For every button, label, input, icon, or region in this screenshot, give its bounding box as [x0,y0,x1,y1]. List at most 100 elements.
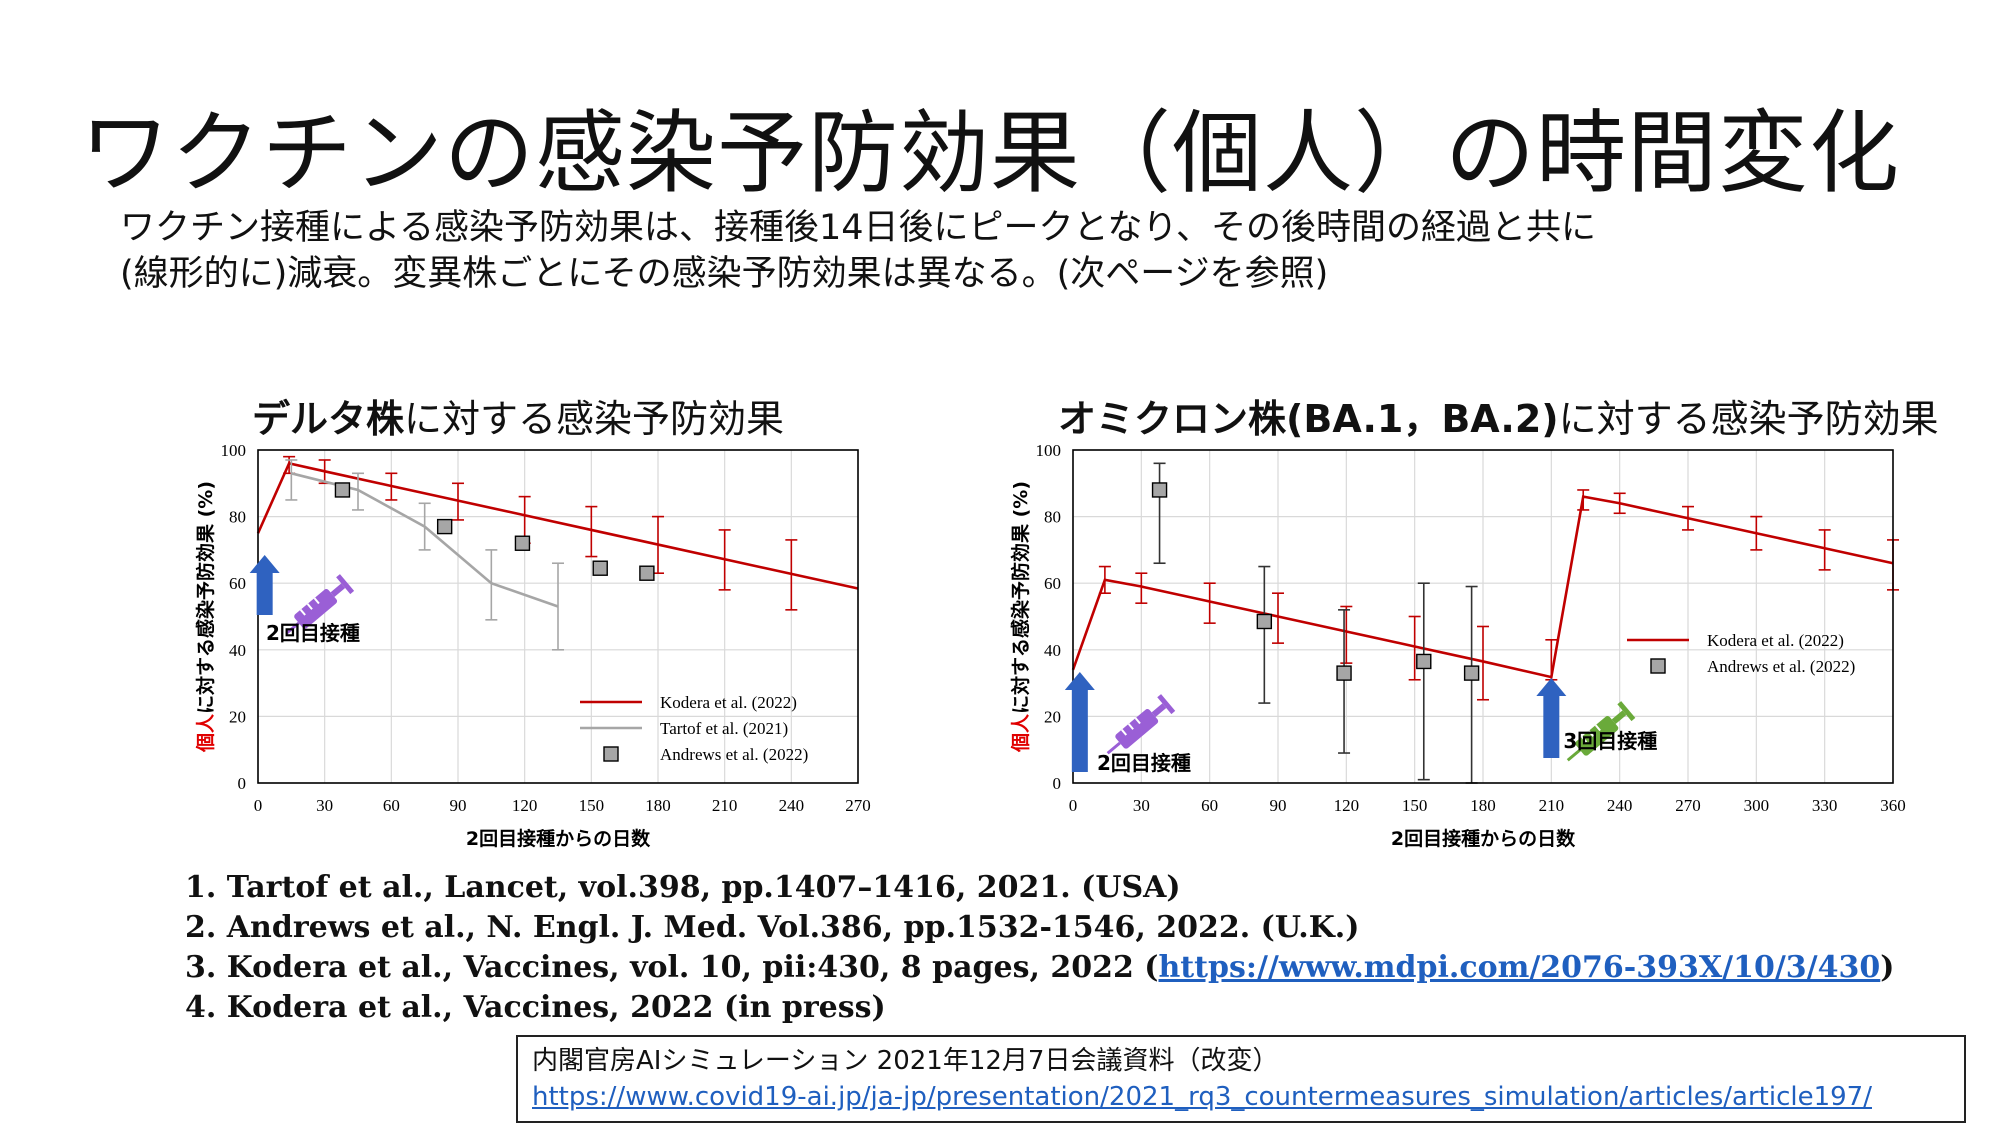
syringe-barrel [1115,709,1159,749]
x-tick-label: 30 [316,796,333,815]
vaccination-arrow-2nd-dose [1064,672,1095,772]
legend-item: Kodera et al. (2022) [1627,631,1844,650]
legend-swatch-marker [1650,658,1666,674]
reference-3-link[interactable]: https://www.mdpi.com/2076-393X/10/3/430 [1158,950,1881,985]
syringe-icon [1106,694,1176,755]
syringe-needle [1566,748,1581,762]
intro-line-1: ワクチン接種による感染予防効果は、接種後14日後にピークとなり、その後時間の経過… [120,208,1597,248]
slide-title: ワクチンの感染予防効果（個人）の時間変化 [80,101,1900,206]
x-tick-label: 60 [1201,796,1218,815]
y-tick-label: 100 [1036,441,1062,460]
y-tick-label: 20 [1044,707,1061,726]
x-tick-label: 180 [645,796,671,815]
legend-label: Tartof et al. (2021) [660,719,788,738]
reference-item-1: 1. Tartof et al., Lancet, vol.398, pp.14… [185,870,1181,905]
arrow-head [249,555,280,573]
omicron-chart-title-rest: に対する感染予防効果 [1558,397,1939,441]
x-tick-label: 120 [1334,796,1360,815]
error-bar [1408,615,1421,681]
error-bar [1258,565,1271,704]
omicron-chart-title: オミクロン株(BA.1，BA.2)に対する感染予防効果 [1058,388,1939,443]
x-tick-label: 360 [1880,796,1906,815]
data-point-marker [514,535,531,551]
syringe-tick [299,609,306,616]
syringe-tick [1594,724,1601,732]
x-tick-label: 210 [1539,796,1565,815]
vaccination-arrow-2nd-dose [249,555,280,615]
syringe-tick [306,603,313,610]
syringe-tick [1120,729,1128,736]
x-tick-label: 150 [579,796,605,815]
intro-text: ワクチン接種による感染予防効果は、接種後14日後にピークとなり、その後時間の経過… [120,205,1920,297]
series-line [1071,495,1894,679]
y-axis-label-red: 個人 [195,713,217,753]
reference-item-3-text: 3. Kodera et al., Vaccines, vol. 10, pii… [185,950,1159,985]
vaccination-arrow-3rd-dose [1536,678,1567,758]
delta-chart-title-rest: に対する感染予防効果 [404,397,785,441]
syringe-needle [285,621,300,635]
source-text: 内閣官房AIシミュレーション 2021年12月7日会議資料（改変） [532,1046,1279,1076]
y-tick-label: 60 [1044,574,1061,593]
legend-label: Kodera et al. (2022) [660,693,797,712]
y-axis-label-rest: に対する感染予防効果 (%) [1009,481,1032,714]
legend-swatch-marker [603,746,619,762]
x-tick-label: 270 [845,796,871,815]
x-tick-label: 240 [1607,796,1633,815]
y-axis-label-red: 個人 [1010,713,1032,753]
source-box: 内閣官房AIシミュレーション 2021年12月7日会議資料（改変） https:… [516,1035,1966,1123]
error-bar [1272,592,1284,644]
data-point-marker [592,560,608,576]
error-bar [1417,582,1430,781]
x-tick-label: 180 [1470,796,1496,815]
legend-label: Kodera et al. (2022) [1707,631,1844,650]
x-tick-label: 300 [1744,796,1770,815]
error-bar [1477,625,1489,701]
legend-item: Andrews et al. (2022) [1650,657,1855,676]
y-axis-label-rest: に対する感染予防効果 (%) [194,481,217,714]
delta-chart-title: デルタ株に対する感染予防効果 [252,388,784,443]
series-andrews [1151,462,1480,784]
plot-frame [257,449,859,784]
y-tick-label: 60 [229,574,246,593]
x-tick-label: 270 [1675,796,1701,815]
source-link[interactable]: https://www.covid19-ai.jp/ja-jp/presenta… [532,1082,1872,1112]
syringe-plunger-cap [1157,694,1176,715]
syringe-tick [1581,736,1588,743]
arrow-head [1536,678,1567,696]
legend-label: Andrews et al. (2022) [1707,657,1855,676]
legend: Kodera et al. (2022) Tartof et al. (2021)… [580,693,808,764]
y-tick-label: 20 [229,707,246,726]
error-bar [485,549,498,621]
legend-item: Andrews et al. (2022) [603,745,808,764]
syringe-tick [1134,717,1141,725]
syringe-plunger-cap [336,574,355,595]
data-point-marker [1416,653,1432,670]
delta-chart: 0 30 60 90 120 150 180 210 240 270 0 20 40 60 80 100 2回目… [194,441,871,850]
data-point-marker [334,482,351,498]
data-point-marker [1336,665,1352,681]
error-bar [552,562,564,651]
x-tick-label: 90 [1270,796,1287,815]
x-tick-label: 150 [1402,796,1428,815]
error-bar [285,459,298,501]
x-tick-label: 240 [779,796,805,815]
series-andrews [334,482,655,581]
y-tick-label: 40 [1044,641,1061,660]
arrow-shaft [256,571,273,615]
syringe-plunger-rod [330,583,346,598]
reference-item-2: 2. Andrews et al., N. Engl. J. Med. Vol.… [185,910,1360,945]
omicron-chart-title-bold: オミクロン株(BA.1，BA.2) [1058,397,1559,441]
series-line [256,461,859,590]
x-axis: 0 30 60 90 120 150 180 210 240 270 [254,796,871,815]
plot-frame [1072,449,1894,784]
legend-item: Tartof et al. (2021) [580,719,788,738]
x-axis-label: 2回目接種からの日数 [1391,827,1576,850]
y-tick-label: 80 [229,508,246,527]
grid [1072,449,1894,784]
annotation-2nd-dose: 2回目接種 [1097,751,1191,775]
intro-line-2: (線形的に)減衰。変異株ごとにその感染予防効果は異なる。(次ページを参照) [120,254,1329,294]
error-bar [1135,572,1148,604]
arrow-shaft [1543,694,1560,758]
syringe-plunger-cap [1617,701,1636,722]
syringe-icon [1566,701,1636,762]
